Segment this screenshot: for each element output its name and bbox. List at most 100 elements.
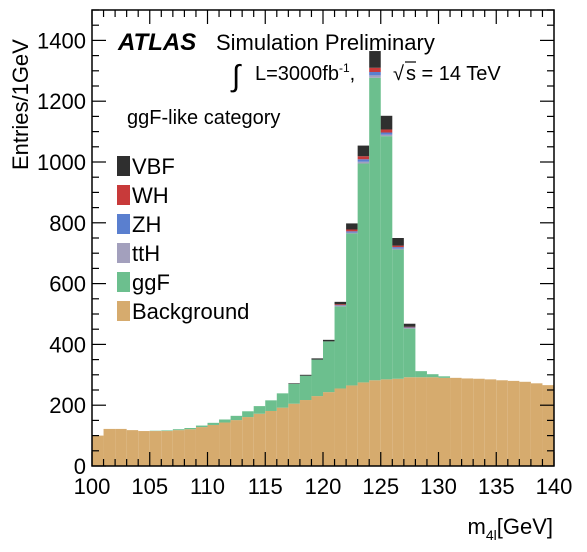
bar-background-137 xyxy=(519,381,531,466)
bar-wh-126 xyxy=(392,245,404,248)
bar-vbf-119 xyxy=(311,358,323,360)
bar-ggf-116 xyxy=(276,393,289,408)
legend-swatch-tth xyxy=(117,243,130,263)
bar-ggf-108 xyxy=(184,428,196,430)
bar-tth-122 xyxy=(346,232,358,234)
x-tick-label: 130 xyxy=(420,474,457,499)
bar-background-111 xyxy=(219,422,231,466)
legend-swatch-background xyxy=(117,301,130,321)
sqrt-sign: √ xyxy=(393,63,404,85)
y-tick-label: 800 xyxy=(49,211,86,236)
bar-background-112 xyxy=(230,420,243,466)
bar-ggf-113 xyxy=(242,411,254,418)
bar-ggf-118 xyxy=(299,375,312,401)
bar-ggf-120 xyxy=(323,341,335,393)
legend-label-wh: WH xyxy=(132,183,169,208)
y-tick-label: 400 xyxy=(49,332,86,357)
bar-tth-124 xyxy=(369,75,381,78)
bars-layer xyxy=(92,51,554,466)
y-tick-label: 600 xyxy=(49,272,86,297)
y-tick-label: 1000 xyxy=(37,150,86,175)
bar-vbf-118 xyxy=(299,374,312,376)
plot-frame xyxy=(91,9,555,467)
experiment-label: ATLAS xyxy=(117,29,196,56)
bar-background-136 xyxy=(507,380,520,466)
legend-label-ggf: ggF xyxy=(132,270,170,295)
x-axis-title: m4l[GeV] xyxy=(468,514,553,543)
bar-background-124 xyxy=(369,380,381,466)
x-tick-label: 125 xyxy=(362,474,399,499)
bar-ggf-115 xyxy=(265,400,277,411)
x-tick-label: 115 xyxy=(248,474,283,499)
bar-vbf-117 xyxy=(288,383,300,384)
x-axis: 100 105 110 115 120 125 130 135 140 xyxy=(74,10,573,499)
bar-background-103 xyxy=(126,430,139,466)
legend-label-zh: ZH xyxy=(132,212,161,237)
bar-background-133 xyxy=(473,378,485,466)
bar-background-108 xyxy=(184,429,196,466)
bar-ggf-122 xyxy=(346,233,358,386)
integral-sign: ∫ xyxy=(230,60,242,93)
bar-zh-126 xyxy=(392,247,404,249)
bar-ggf-114 xyxy=(253,406,266,414)
bar-vbf-120 xyxy=(323,339,335,342)
legend-swatch-vbf xyxy=(117,156,130,176)
y-tick-label: 1200 xyxy=(37,89,86,114)
legend: VBF WH ZH ttH ggF Background xyxy=(117,154,249,324)
bar-background-117 xyxy=(288,403,300,466)
y-tick-label: 0 xyxy=(74,454,86,479)
bar-ggf-110 xyxy=(207,422,220,425)
y-axis: 0 200 400 600 800 1000 1200 1400 xyxy=(37,9,554,479)
legend-label-background: Background xyxy=(132,299,249,324)
bar-vbf-123 xyxy=(357,145,370,157)
bar-vbf-122 xyxy=(346,223,358,230)
bar-background-127 xyxy=(403,377,416,466)
bar-ggf-124 xyxy=(369,77,381,381)
bar-wh-127 xyxy=(403,326,416,328)
x-tick-label: 140 xyxy=(536,474,573,499)
bar-background-130 xyxy=(438,377,451,466)
bar-zh-122 xyxy=(346,231,358,233)
bar-background-116 xyxy=(276,407,289,466)
bar-tth-127 xyxy=(403,327,416,329)
x-tick-label: 100 xyxy=(74,474,111,499)
bar-zh-127 xyxy=(403,327,416,328)
bar-tth-126 xyxy=(392,248,404,250)
bar-zh-123 xyxy=(357,159,370,162)
bar-ggf-128 xyxy=(415,371,427,378)
bar-background-101 xyxy=(103,428,116,466)
chart-title: Simulation Preliminary xyxy=(216,30,435,55)
bar-vbf-124 xyxy=(369,51,381,68)
bar-ggf-109 xyxy=(195,425,208,428)
bar-ggf-112 xyxy=(230,415,243,421)
bar-background-109 xyxy=(195,427,208,466)
bar-vbf-126 xyxy=(392,238,404,246)
bar-ggf-129 xyxy=(426,374,439,378)
bar-background-113 xyxy=(242,417,254,466)
bar-ggf-127 xyxy=(403,328,416,378)
bar-ggf-111 xyxy=(219,419,231,423)
bar-background-123 xyxy=(357,382,370,466)
bar-vbf-127 xyxy=(403,323,416,327)
x-tick-label: 120 xyxy=(305,474,342,499)
bar-background-118 xyxy=(299,400,312,466)
y-axis-title: Entries/1GeV xyxy=(8,39,33,170)
bar-background-120 xyxy=(323,392,335,466)
bar-background-129 xyxy=(426,377,439,466)
bar-wh-121 xyxy=(334,304,347,306)
x-tick-label: 105 xyxy=(131,474,168,499)
bar-background-119 xyxy=(311,396,323,466)
bar-background-105 xyxy=(149,431,162,466)
bar-background-115 xyxy=(265,410,277,466)
bar-tth-125 xyxy=(380,134,393,137)
bar-wh-124 xyxy=(369,67,381,73)
bar-background-132 xyxy=(461,378,474,466)
bar-background-139 xyxy=(542,385,554,466)
bar-background-114 xyxy=(253,413,266,466)
bar-background-107 xyxy=(172,430,185,466)
bar-background-104 xyxy=(138,431,150,466)
bar-background-125 xyxy=(380,379,393,466)
bar-background-138 xyxy=(530,383,543,466)
x-tick-label: 135 xyxy=(478,474,515,499)
